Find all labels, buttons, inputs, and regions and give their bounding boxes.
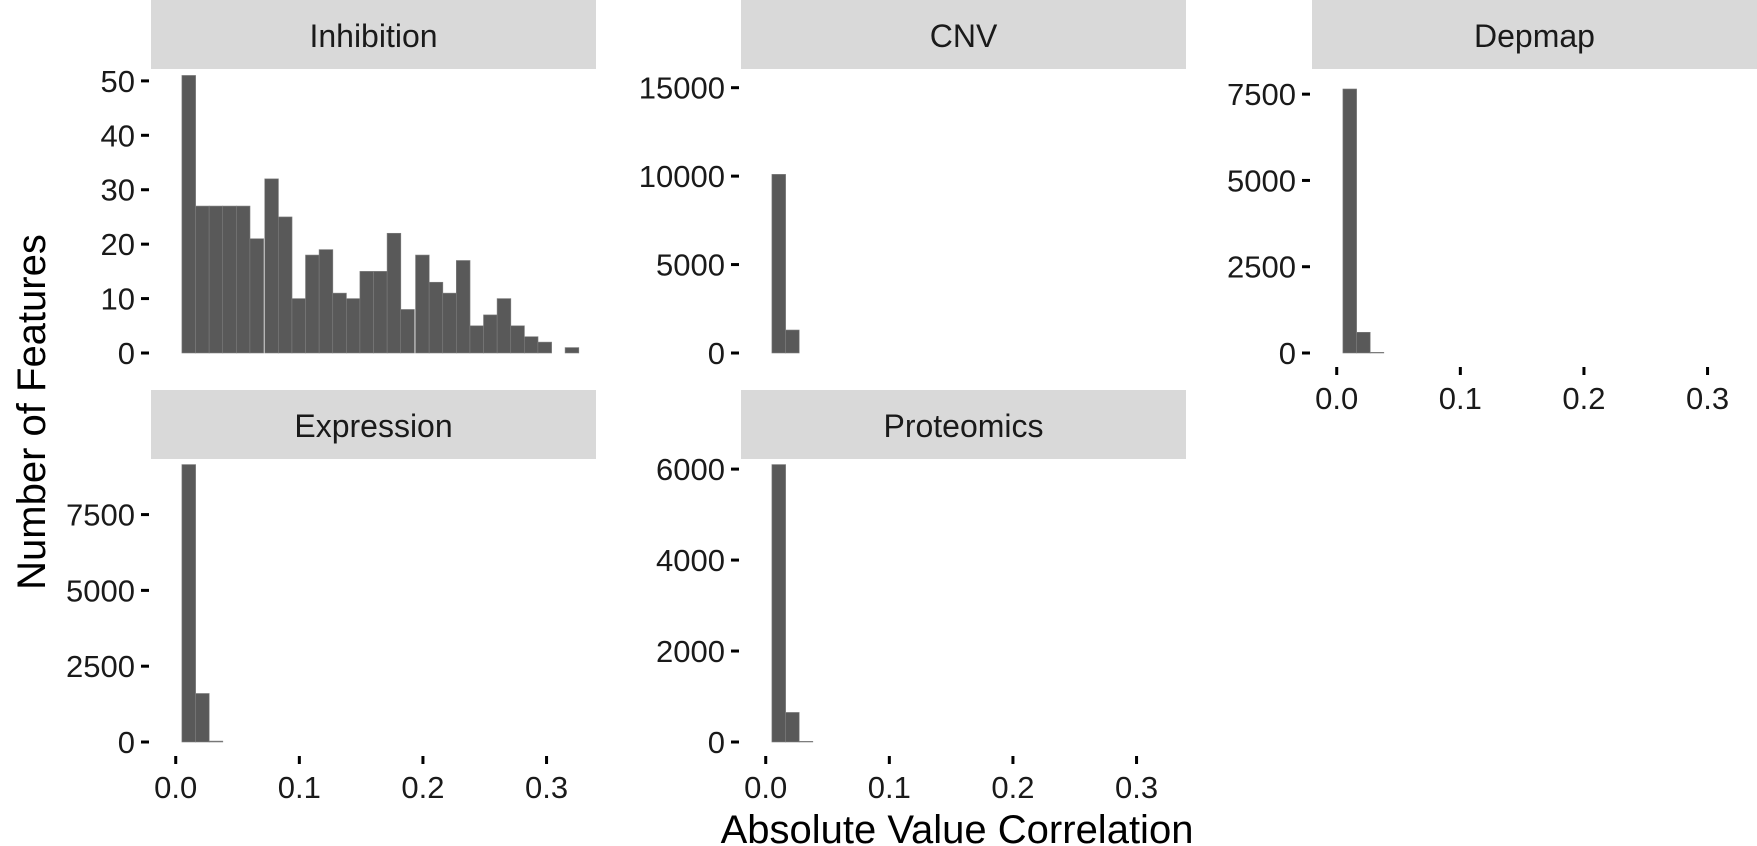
bar-inhibition-19 xyxy=(442,292,457,354)
bar-inhibition-16 xyxy=(400,309,415,354)
bar-inhibition-24 xyxy=(510,325,525,354)
ytick-label-expression-2: 5000 xyxy=(66,573,135,608)
bar-inhibition-26 xyxy=(537,341,552,354)
ytick-label-inhibition-0: 0 xyxy=(118,336,135,371)
bar-inhibition-28 xyxy=(564,347,580,354)
bar-inhibition-20 xyxy=(456,260,471,354)
strip-label-cnv: CNV xyxy=(930,18,998,54)
ytick-label-cnv-2: 10000 xyxy=(639,159,725,194)
bar-inhibition-15 xyxy=(386,232,402,354)
bar-expression-2 xyxy=(208,740,224,743)
bar-inhibition-13 xyxy=(359,271,374,354)
xtick-label-proteomics-3: 0.3 xyxy=(1115,770,1158,805)
strip-label-proteomics: Proteomics xyxy=(883,408,1043,444)
bar-inhibition-5 xyxy=(249,238,264,354)
ytick-label-inhibition-3: 30 xyxy=(101,173,135,208)
ytick-label-expression-0: 0 xyxy=(118,725,135,760)
bar-inhibition-21 xyxy=(469,325,484,354)
bar-depmap-2 xyxy=(1369,352,1385,354)
xtick-label-depmap-2: 0.2 xyxy=(1562,381,1605,416)
bar-inhibition-12 xyxy=(346,298,361,354)
ytick-label-depmap-3: 7500 xyxy=(1227,77,1296,112)
xtick-label-depmap-3: 0.3 xyxy=(1686,381,1729,416)
ytick-label-expression-3: 7500 xyxy=(66,498,135,533)
bar-inhibition-23 xyxy=(496,298,512,354)
xtick-label-depmap-1: 0.1 xyxy=(1439,381,1482,416)
bar-proteomics-2 xyxy=(798,741,814,743)
ytick-label-cnv-0: 0 xyxy=(708,336,725,371)
strip-label-depmap: Depmap xyxy=(1474,18,1595,54)
bar-expression-1 xyxy=(195,693,210,743)
ytick-label-inhibition-4: 40 xyxy=(101,118,135,153)
x-axis-title: Absolute Value Correlation xyxy=(721,808,1194,846)
bar-inhibition-4 xyxy=(235,205,251,354)
bar-inhibition-9 xyxy=(305,254,320,354)
xtick-label-proteomics-0: 0.0 xyxy=(744,770,787,805)
ytick-label-proteomics-0: 0 xyxy=(708,725,725,760)
bar-inhibition-0 xyxy=(181,75,196,354)
bar-inhibition-22 xyxy=(483,314,498,354)
strip-expression xyxy=(151,390,596,459)
panel-proteomics: Proteomics 0 2000 4000 6000 0.0 0.1 0.2 0.3 xyxy=(656,390,1186,805)
strip-label-expression: Expression xyxy=(294,408,452,444)
bar-expression-0 xyxy=(181,464,196,743)
strip-label-inhibition: Inhibition xyxy=(309,18,437,54)
xtick-label-expression-1: 0.1 xyxy=(278,770,321,805)
bar-inhibition-6 xyxy=(264,178,279,354)
bar-inhibition-10 xyxy=(318,249,334,354)
bar-inhibition-17 xyxy=(415,254,430,354)
bar-proteomics-1 xyxy=(785,712,800,743)
xtick-label-expression-3: 0.3 xyxy=(525,770,568,805)
bar-inhibition-25 xyxy=(524,336,539,354)
ytick-label-inhibition-5: 50 xyxy=(101,64,135,99)
y-axis-title: Number of Features xyxy=(10,234,54,590)
bar-inhibition-8 xyxy=(291,298,306,354)
strip-proteomics xyxy=(741,390,1186,459)
bar-cnv-0 xyxy=(771,174,786,354)
xtick-label-proteomics-1: 0.1 xyxy=(868,770,911,805)
xtick-label-depmap-0: 0.0 xyxy=(1315,381,1358,416)
bar-cnv-1 xyxy=(785,329,800,354)
xtick-label-proteomics-2: 0.2 xyxy=(991,770,1034,805)
bar-inhibition-18 xyxy=(428,281,444,354)
ytick-label-inhibition-1: 10 xyxy=(101,282,135,317)
bar-inhibition-2 xyxy=(208,205,224,354)
ytick-label-proteomics-1: 2000 xyxy=(656,634,725,669)
bar-inhibition-1 xyxy=(195,205,210,354)
ytick-label-cnv-1: 5000 xyxy=(656,248,725,283)
bar-inhibition-14 xyxy=(373,271,388,354)
ytick-label-depmap-0: 0 xyxy=(1279,336,1296,371)
panel-depmap: Depmap 0 2500 5000 7500 0.0 0.1 0.2 0.3 xyxy=(1227,0,1757,416)
panel-expression: Expression 0 2500 5000 7500 0.0 0.1 0.2 0.3 xyxy=(66,390,596,805)
ytick-label-proteomics-3: 6000 xyxy=(656,452,725,487)
panel-inhibition: Inhibition 0 10 20 30 40 50 xyxy=(101,0,596,371)
bar-inhibition-11 xyxy=(332,292,347,354)
ytick-label-expression-1: 2500 xyxy=(66,649,135,684)
bar-inhibition-3 xyxy=(222,205,237,354)
bar-proteomics-0 xyxy=(771,464,786,743)
xtick-label-expression-2: 0.2 xyxy=(401,770,444,805)
strip-inhibition xyxy=(151,0,596,69)
ytick-label-depmap-2: 5000 xyxy=(1227,163,1296,198)
bar-inhibition-7 xyxy=(278,216,293,354)
ytick-label-proteomics-2: 4000 xyxy=(656,543,725,578)
ytick-label-inhibition-2: 20 xyxy=(101,227,135,262)
panel-cnv: CNV 0 5000 10000 15000 xyxy=(639,0,1186,371)
bar-depmap-1 xyxy=(1356,331,1371,354)
strip-cnv xyxy=(741,0,1186,69)
strip-depmap xyxy=(1312,0,1757,69)
ytick-label-depmap-1: 2500 xyxy=(1227,250,1296,285)
bar-depmap-0 xyxy=(1342,88,1357,354)
facet-panels: Inhibition 0 10 20 30 40 50 CNV 0 5000 10000 15000 D… xyxy=(66,0,1757,805)
xtick-label-expression-0: 0.0 xyxy=(154,770,197,805)
ytick-label-cnv-3: 15000 xyxy=(639,71,725,106)
